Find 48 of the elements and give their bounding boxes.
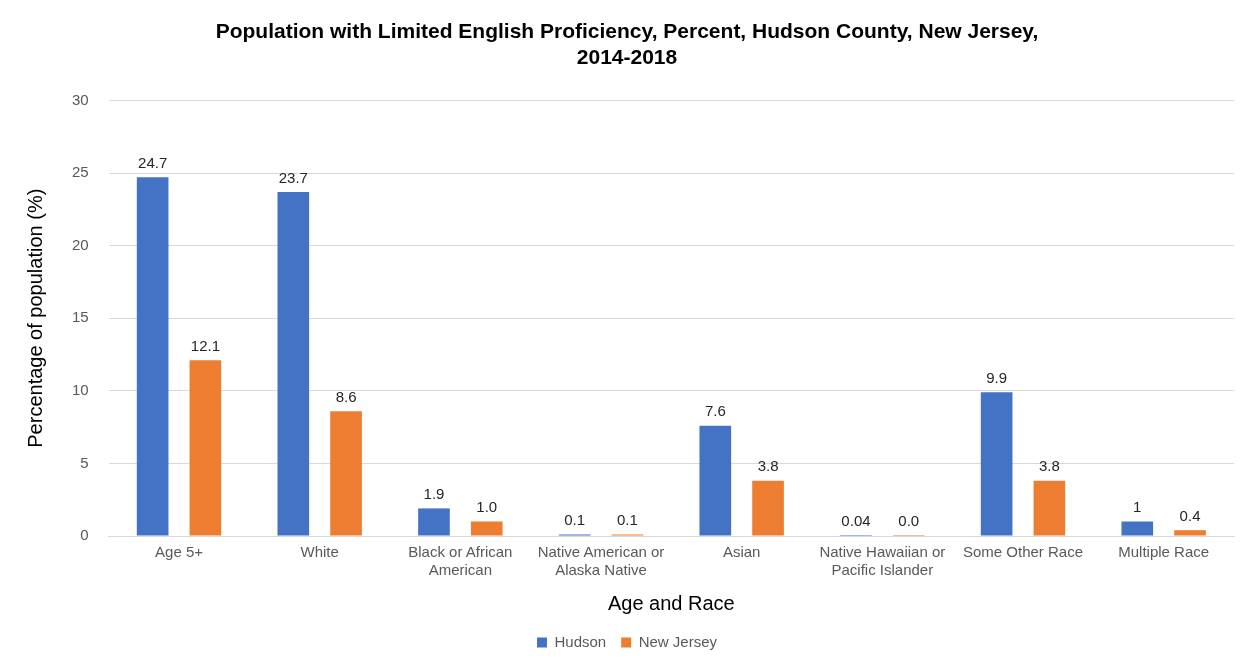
data-label: 1.9 — [423, 485, 445, 503]
bar — [1121, 521, 1154, 536]
x-tick-label: Native Hawaiian or Pacific Islander — [819, 543, 946, 579]
bar — [980, 392, 1013, 536]
x-tick-label: Multiple Race — [1118, 543, 1210, 561]
data-label: 0.1 — [616, 511, 638, 529]
chart-title: Population with Limited English Proficiency, Percent, Hudson County, New Jersey, 2014-2018 — [215, 19, 1039, 68]
data-label: 0.0 — [898, 511, 920, 529]
y-tick-label: 15 — [72, 308, 89, 326]
bar — [136, 177, 169, 536]
bar — [330, 411, 362, 536]
data-label: 24.7 — [138, 154, 168, 171]
legend-label: Hudson — [554, 632, 607, 650]
bar — [1174, 530, 1206, 536]
data-label: 1 — [1133, 498, 1142, 516]
data-label: 12.1 — [190, 336, 220, 354]
y-tick-label: 30 — [72, 90, 89, 108]
data-label: 3.8 — [1038, 457, 1060, 475]
bar — [752, 480, 784, 536]
data-label: 8.6 — [335, 387, 357, 405]
data-label: 0.4 — [1179, 506, 1201, 524]
data-label: 3.8 — [757, 457, 779, 475]
data-label: 23.7 — [278, 168, 308, 186]
x-tick-label: Native American or Alaska Native — [537, 543, 665, 579]
y-tick-label: 0 — [80, 526, 89, 544]
x-axis-title: Age and Race — [607, 591, 735, 614]
bar — [1033, 480, 1066, 536]
y-axis-title: Percentage of population (%) — [23, 188, 46, 448]
bar — [189, 360, 222, 536]
data-label: 0.1 — [564, 511, 586, 529]
data-label: 1.0 — [476, 498, 498, 516]
x-tick-label: White — [300, 543, 339, 561]
y-tick-label: 5 — [80, 453, 89, 471]
x-tick-label: Asian — [722, 543, 761, 561]
data-label: 9.9 — [986, 368, 1008, 386]
x-tick-label: Black or African American — [408, 543, 513, 579]
x-tick-label: Age 5+ — [155, 543, 204, 561]
bar — [277, 191, 310, 536]
bar — [699, 425, 732, 536]
data-label: 0.04 — [841, 511, 871, 529]
x-tick-label: Some Other Race — [962, 543, 1084, 561]
y-tick-label: 25 — [72, 163, 89, 181]
y-tick-label: 10 — [72, 380, 89, 398]
bar — [470, 521, 503, 536]
legend-label: New Jersey — [638, 632, 718, 650]
bar — [418, 508, 450, 536]
y-tick-label: 20 — [72, 235, 89, 253]
data-label: 7.6 — [704, 402, 726, 420]
